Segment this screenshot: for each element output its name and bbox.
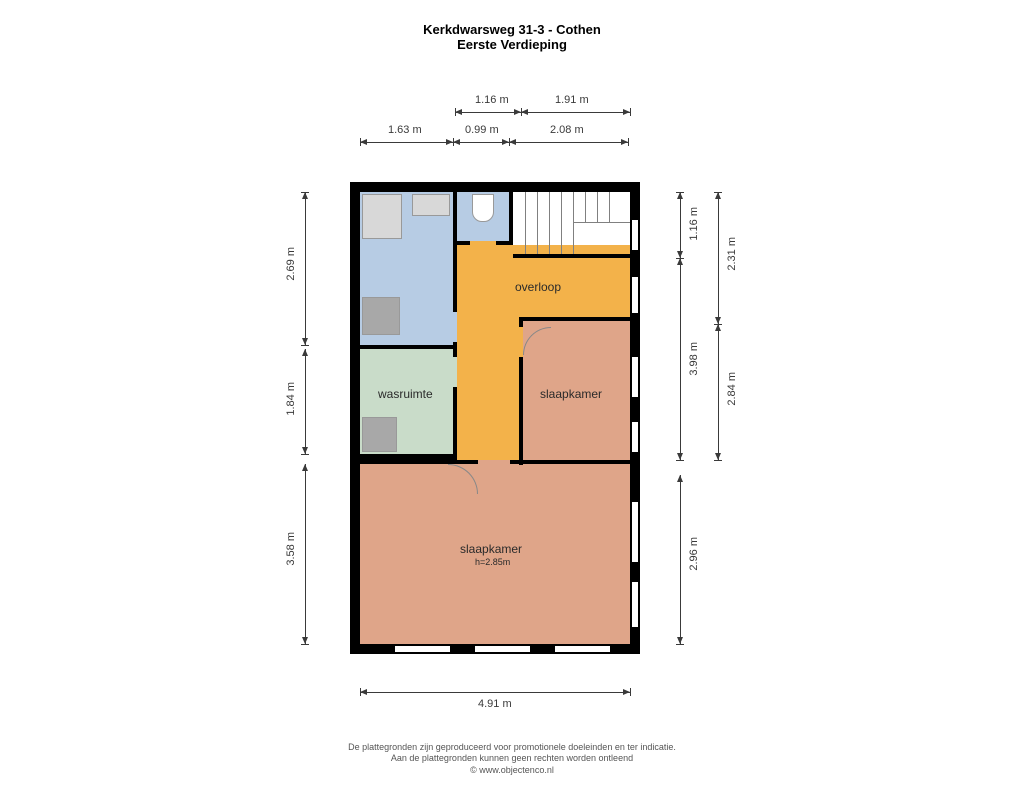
furn-toilet [472, 194, 494, 222]
tick-ri-3 [676, 644, 684, 645]
stair-step-8 [597, 192, 598, 222]
dim-left-2.69: 2.69 m [285, 247, 297, 281]
wall-stair-bottom [513, 254, 630, 258]
dim-top-1.91: 1.91 m [555, 94, 589, 106]
dim-bottom-4.91: 4.91 m [478, 698, 512, 710]
dim-ro-2.31: 2.31 m [726, 237, 738, 271]
tick-tl-1 [453, 138, 454, 146]
arrow-top-lower-1 [360, 142, 453, 143]
dim-ro-2.84: 2.84 m [726, 372, 738, 406]
arrow-ri-2 [680, 258, 681, 460]
label-overloop: overloop [515, 280, 561, 294]
tick-ro-1 [714, 324, 722, 325]
furn-shower [362, 194, 402, 239]
stair-step-5 [573, 192, 574, 254]
tick-tu-0 [455, 108, 456, 116]
dim-left-1.84: 1.84 m [285, 382, 297, 416]
label-slaapkamer2: slaapkamer [460, 542, 522, 556]
door-bath [453, 312, 457, 342]
dim-ri-1.16: 1.16 m [688, 207, 700, 241]
tick-tl-0 [360, 138, 361, 146]
arrow-top-lower-3 [509, 142, 628, 143]
stair-step-4 [561, 192, 562, 254]
arrow-ri-1 [680, 192, 681, 258]
tick-tl-2 [509, 138, 510, 146]
window-bottom-1 [395, 646, 450, 652]
arrow-ro-2 [718, 324, 719, 460]
wall-outer-top [350, 182, 640, 192]
tick-ri-1 [676, 258, 684, 259]
tick-tu-1 [521, 108, 522, 116]
stair-step-6 [573, 222, 630, 223]
window-bottom-2 [475, 646, 530, 652]
wall-outer-left [350, 182, 360, 654]
tick-b-1 [630, 688, 631, 696]
tick-tl-3 [628, 138, 629, 146]
arrow-top-upper-1 [455, 112, 521, 113]
page-subtitle: Eerste Verdieping [0, 37, 1024, 52]
wall-slaap1-top [519, 317, 630, 321]
arrow-ri-3 [680, 475, 681, 644]
arrow-left-2 [305, 349, 306, 454]
label-slaapkamer2-h: h=2.85m [475, 557, 510, 567]
stair-step-7 [585, 192, 586, 222]
stair-step-9 [609, 192, 610, 222]
dim-top-1.63: 1.63 m [388, 124, 422, 136]
page-title: Kerkdwarsweg 31-3 - Cothen [0, 22, 1024, 37]
dim-ri-2.96: 2.96 m [688, 537, 700, 571]
door-slaap2 [478, 460, 510, 464]
arrow-left-3 [305, 464, 306, 644]
window-right-2 [632, 277, 638, 313]
tick-ri-2 [676, 460, 684, 461]
stair-step-2 [537, 192, 538, 254]
tick-ri-0 [676, 192, 684, 193]
dim-top-1.16: 1.16 m [475, 94, 509, 106]
door-wasruimte [453, 357, 457, 387]
window-right-4 [632, 422, 638, 452]
floorplan: overloop wasruimte slaapkamer slaapkamer… [350, 182, 640, 654]
dim-top-2.08: 2.08 m [550, 124, 584, 136]
label-wasruimte: wasruimte [378, 387, 433, 401]
tick-l-0 [301, 192, 309, 193]
tick-ro-2 [714, 460, 722, 461]
tick-ro-0 [714, 192, 722, 193]
footer-line3: © www.objectenco.nl [0, 765, 1024, 776]
footer-line1: De plattegronden zijn geproduceerd voor … [0, 742, 1024, 753]
tick-l-2 [301, 454, 309, 455]
window-right-3 [632, 357, 638, 397]
tick-l-1 [301, 345, 309, 346]
wall-wasruimte-bottom [350, 454, 457, 464]
wall-toilet-right [509, 192, 513, 245]
arrow-left-1 [305, 192, 306, 345]
furn-washer [362, 417, 397, 452]
door-toilet [470, 241, 496, 245]
window-right-1 [632, 220, 638, 250]
tick-tu-2 [630, 108, 631, 116]
window-bottom-3 [555, 646, 610, 652]
label-slaapkamer1: slaapkamer [540, 387, 602, 401]
dim-left-3.58: 3.58 m [285, 532, 297, 566]
arrow-ro-1 [718, 192, 719, 324]
wall-bath-bottom [360, 345, 457, 349]
tick-b-0 [360, 688, 361, 696]
arrow-top-lower-2 [453, 142, 509, 143]
window-right-6 [632, 582, 638, 627]
arrow-top-upper-2 [521, 112, 630, 113]
furn-sink [412, 194, 450, 216]
footer: De plattegronden zijn geproduceerd voor … [0, 742, 1024, 776]
stair-step-1 [525, 192, 526, 254]
arrow-bottom [360, 692, 630, 693]
window-right-5 [632, 502, 638, 562]
stair-step-3 [549, 192, 550, 254]
footer-line2: Aan de plattegronden kunnen geen rechten… [0, 753, 1024, 764]
tick-l-3 [301, 644, 309, 645]
furn-cabinet [362, 297, 400, 335]
dim-ri-3.98: 3.98 m [688, 342, 700, 376]
dim-top-0.99: 0.99 m [465, 124, 499, 136]
